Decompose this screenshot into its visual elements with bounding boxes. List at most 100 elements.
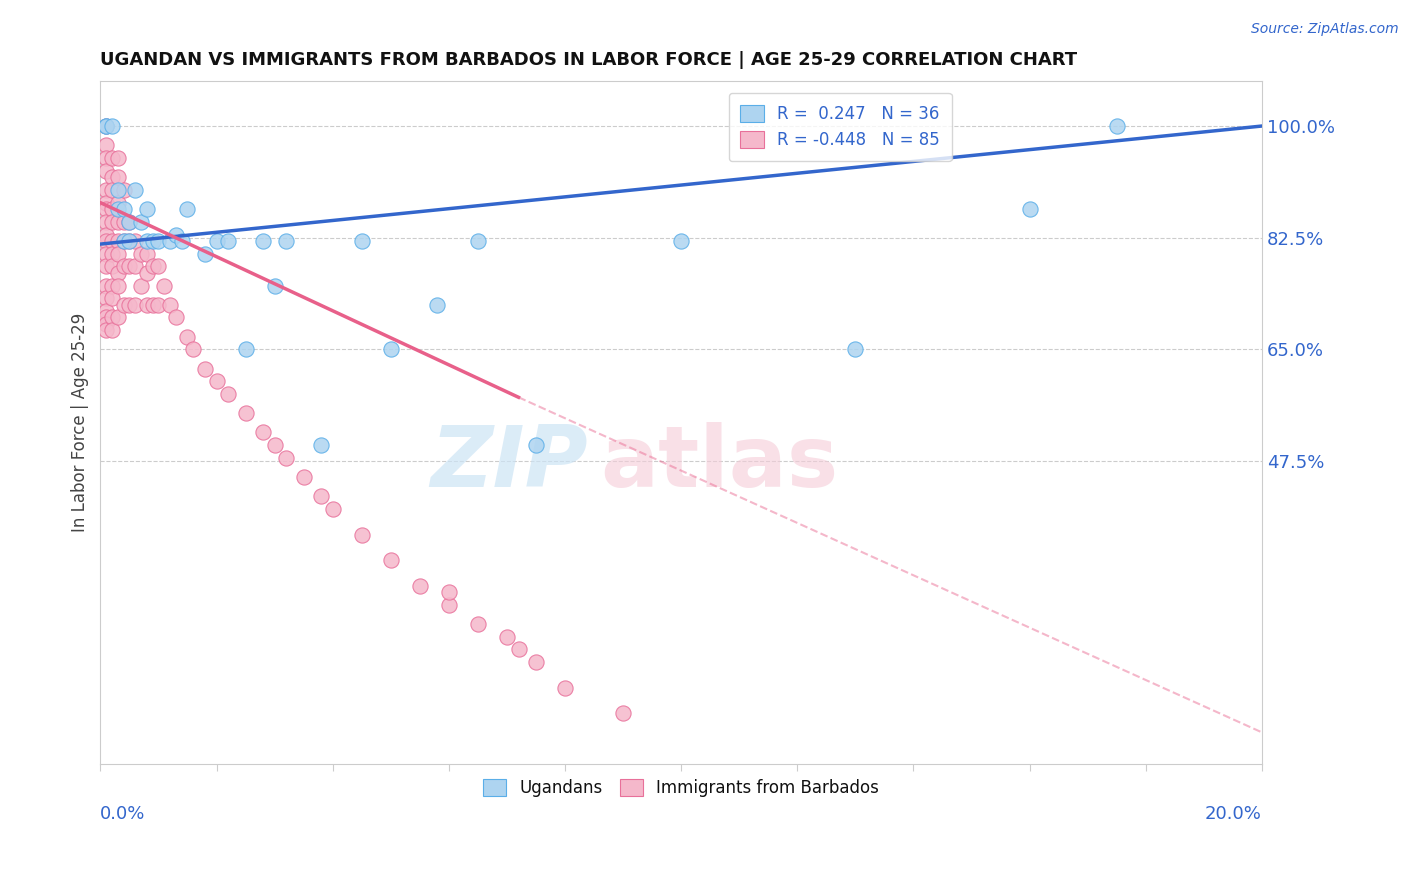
Point [217,234,239,248]
Point [124,183,146,197]
Point [524,438,547,452]
Point [112,215,135,229]
Point [380,343,402,357]
Point [96,317,118,331]
Text: atlas: atlas [600,422,838,505]
Point [612,706,634,721]
Point [101,170,124,185]
Point [96,304,118,318]
Point [235,406,257,420]
Point [437,598,460,612]
Point [217,387,239,401]
Point [112,298,135,312]
Point [107,234,129,248]
Point [96,163,118,178]
Point [118,234,141,248]
Point [107,170,129,185]
Point [96,323,118,337]
Point [96,246,118,260]
Point [107,202,129,216]
Point [124,298,146,312]
Text: 0.0%: 0.0% [100,805,146,823]
Point [409,578,432,592]
Point [96,227,118,242]
Point [101,215,124,229]
Point [176,202,198,216]
Point [96,260,118,274]
Point [276,234,298,248]
Point [101,183,124,197]
Point [107,151,129,165]
Point [467,616,489,631]
Point [235,343,257,357]
Point [153,278,176,293]
Point [118,215,141,229]
Point [124,234,146,248]
Point [96,215,118,229]
Point [96,234,118,248]
Point [107,266,129,280]
Point [350,234,373,248]
Point [112,234,135,248]
Point [112,202,135,216]
Point [96,195,118,210]
Point [107,278,129,293]
Point [276,450,298,465]
Point [1105,119,1128,133]
Point [135,266,157,280]
Point [205,234,228,248]
Point [118,234,141,248]
Point [129,246,152,260]
Point [142,234,165,248]
Point [101,260,124,274]
Point [508,642,530,657]
Point [194,361,217,376]
Point [205,374,228,388]
Point [148,234,170,248]
Y-axis label: In Labor Force | Age 25-29: In Labor Force | Age 25-29 [72,313,89,533]
Point [96,278,118,293]
Legend: Ugandans, Immigrants from Barbados: Ugandans, Immigrants from Barbados [472,769,889,807]
Point [496,630,519,644]
Point [107,183,129,197]
Point [118,260,141,274]
Point [118,298,141,312]
Point [101,234,124,248]
Point [135,298,157,312]
Text: ZIP: ZIP [430,422,588,505]
Point [124,260,146,274]
Point [101,291,124,305]
Point [107,310,129,325]
Point [101,246,124,260]
Point [107,246,129,260]
Point [252,425,274,440]
Point [181,343,204,357]
Point [112,234,135,248]
Point [101,278,124,293]
Point [135,234,157,248]
Point [101,310,124,325]
Point [101,119,124,133]
Point [524,655,547,669]
Point [96,119,118,133]
Point [101,323,124,337]
Point [148,260,170,274]
Point [96,138,118,153]
Point [263,438,285,452]
Text: 20.0%: 20.0% [1205,805,1263,823]
Point [129,278,152,293]
Point [170,234,193,248]
Point [148,298,170,312]
Point [554,681,576,695]
Point [112,183,135,197]
Point [142,298,165,312]
Point [252,234,274,248]
Point [322,502,344,516]
Point [467,234,489,248]
Point [101,151,124,165]
Point [118,215,141,229]
Point [96,119,118,133]
Point [112,260,135,274]
Point [96,291,118,305]
Point [176,329,198,343]
